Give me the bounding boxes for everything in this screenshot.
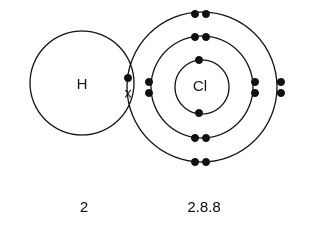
electron	[195, 56, 203, 64]
hydrogen-shell	[29, 30, 135, 136]
electron	[202, 10, 210, 18]
electron	[202, 134, 210, 142]
electron	[191, 158, 199, 166]
electron	[251, 78, 259, 86]
electron	[251, 89, 259, 97]
diagram: H Cl x 2 2.8.8	[29, 10, 285, 216]
electron	[195, 109, 203, 117]
electron	[145, 89, 153, 97]
hydrogen-configuration: 2	[80, 199, 88, 216]
electron	[145, 78, 153, 86]
electron	[124, 74, 132, 82]
hydrogen-symbol: H	[77, 76, 88, 93]
electron	[191, 10, 199, 18]
shared-electron-marker: x	[125, 85, 132, 101]
electron	[191, 33, 199, 41]
electron	[277, 78, 285, 86]
electrons	[124, 10, 285, 166]
electron	[202, 158, 210, 166]
chlorine-symbol: Cl	[193, 78, 207, 95]
electron	[202, 33, 210, 41]
chlorine-configuration: 2.8.8	[187, 199, 220, 216]
electron	[191, 134, 199, 142]
electron	[277, 89, 285, 97]
